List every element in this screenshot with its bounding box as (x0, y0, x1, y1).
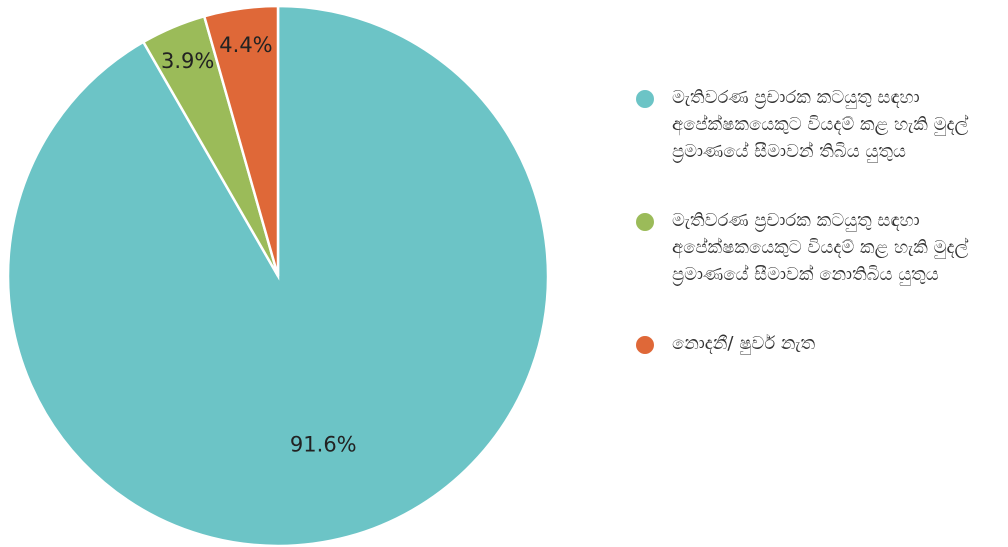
legend-item: මැතිවරණ ප්‍රචාරක කටයුතු සඳහා අපේක්ෂකයෙකු… (636, 207, 1006, 288)
legend-swatch (636, 90, 654, 108)
legend-swatch (636, 213, 654, 231)
legend-label: මැතිවරණ ප්‍රචාරක කටයුතු සඳහා අපේක්ෂකයෙකු… (672, 87, 969, 162)
legend-item: මැතිවරණ ප්‍රචාරක කටයුතු සඳහා අපේක්ෂකයෙකු… (636, 84, 1006, 165)
legend: මැතිවරණ ප්‍රචාරක කටයුතු සඳහා අපේක්ෂකයෙකු… (636, 84, 1006, 399)
legend-item: නොදනී/ ෂුවර් නැත (636, 330, 1006, 357)
legend-label: නොදනී/ ෂුවර් නැත (672, 333, 816, 354)
chart: 91.6% 3.9%4.4% (6, 4, 550, 547)
legend-label: මැතිවරණ ප්‍රචාරක කටයුතු සඳහා අපේක්ෂකයෙකු… (672, 210, 969, 285)
data-label: 91.6% (290, 433, 357, 457)
pie-slice (202, 4, 280, 277)
data-label: 4.4% (219, 33, 272, 57)
data-label: 3.9% (161, 49, 214, 73)
legend-swatch (636, 336, 654, 354)
